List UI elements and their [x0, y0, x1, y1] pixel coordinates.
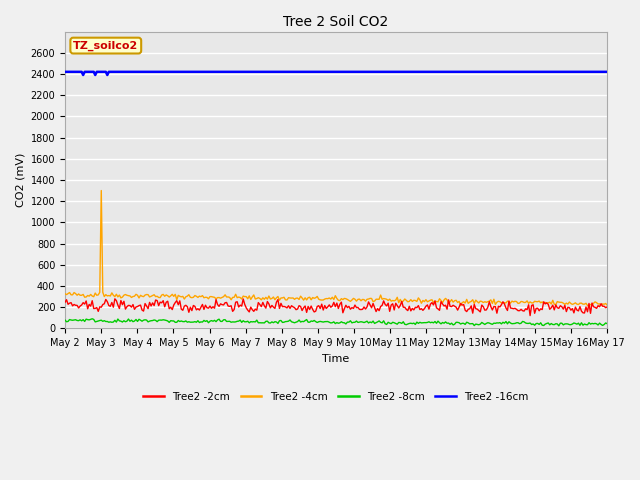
Text: TZ_soilco2: TZ_soilco2	[73, 40, 138, 51]
Legend: Tree2 -2cm, Tree2 -4cm, Tree2 -8cm, Tree2 -16cm: Tree2 -2cm, Tree2 -4cm, Tree2 -8cm, Tree…	[139, 388, 533, 406]
Y-axis label: CO2 (mV): CO2 (mV)	[15, 153, 25, 207]
Title: Tree 2 Soil CO2: Tree 2 Soil CO2	[284, 15, 388, 29]
X-axis label: Time: Time	[323, 354, 349, 363]
